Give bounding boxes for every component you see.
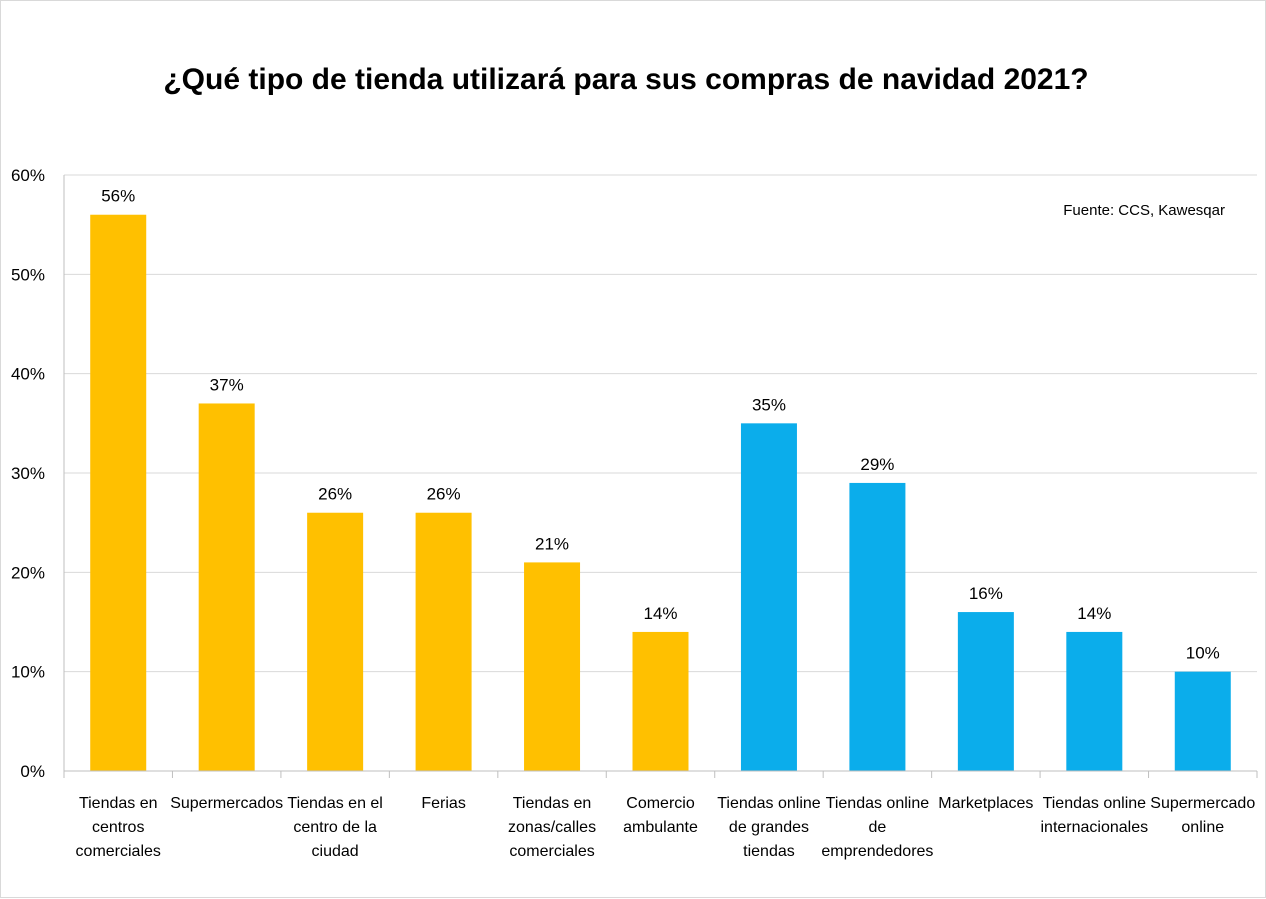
value-labels: 56% 37% 26% 26% 21% 14% 35% 29% 16% 14% 10% bbox=[101, 187, 1220, 663]
value-label: 21% bbox=[535, 534, 569, 553]
bar bbox=[740, 423, 797, 771]
category-label: Tiendas online de emprendedores bbox=[821, 795, 933, 860]
bar bbox=[1174, 671, 1231, 771]
category-label: Tiendas en centros comerciales bbox=[76, 795, 161, 860]
category-label: Tiendas en el centro de la ciudad bbox=[287, 795, 382, 860]
bar bbox=[198, 403, 255, 771]
category-label: Comercio ambulante bbox=[623, 795, 698, 836]
bar bbox=[849, 482, 906, 771]
gridlines bbox=[64, 174, 1257, 673]
bar bbox=[90, 214, 147, 771]
bar bbox=[524, 562, 581, 771]
bar bbox=[632, 631, 689, 771]
category-label: Ferias bbox=[421, 795, 465, 812]
value-label: 56% bbox=[101, 187, 135, 206]
category-label: Tiendas en zonas/calles comerciales bbox=[508, 795, 596, 860]
value-label: 14% bbox=[1077, 604, 1111, 623]
x-axis bbox=[63, 175, 1258, 778]
bar bbox=[1066, 631, 1123, 771]
value-label: 29% bbox=[860, 455, 894, 474]
y-tick-label: 0% bbox=[20, 762, 45, 781]
y-tick-label: 60% bbox=[11, 166, 45, 185]
value-label: 26% bbox=[427, 485, 461, 504]
y-tick-label: 50% bbox=[11, 265, 45, 284]
y-tick-label: 30% bbox=[11, 464, 45, 483]
bar bbox=[957, 612, 1014, 771]
y-tick-label: 10% bbox=[11, 663, 45, 682]
category-label: Tiendas online internacionales bbox=[1041, 795, 1149, 836]
value-label: 37% bbox=[210, 375, 244, 394]
category-label: Supermercados bbox=[170, 795, 283, 812]
category-labels: Tiendas en centros comerciales Supermercado… bbox=[76, 795, 1256, 860]
category-label: Marketplaces bbox=[938, 795, 1033, 812]
y-tick-label: 20% bbox=[11, 563, 45, 582]
chart-title: ¿Qué tipo de tienda utilizará para sus c… bbox=[163, 63, 1088, 96]
value-label: 10% bbox=[1186, 644, 1220, 663]
source-note: Fuente: CCS, Kawesqar bbox=[1063, 202, 1225, 219]
y-axis-tick-labels: 0% 10% 20% 30% 40% 50% 60% bbox=[11, 166, 45, 781]
bar bbox=[415, 512, 472, 771]
bar bbox=[307, 512, 364, 771]
value-label: 14% bbox=[643, 604, 677, 623]
y-tick-label: 40% bbox=[11, 365, 45, 384]
category-label: Tiendas online de grandes tiendas bbox=[717, 795, 821, 860]
value-label: 16% bbox=[969, 584, 1003, 603]
bars bbox=[90, 214, 1231, 771]
value-label: 26% bbox=[318, 485, 352, 504]
category-label: Supermercado online bbox=[1150, 795, 1255, 836]
value-label: 35% bbox=[752, 395, 786, 414]
